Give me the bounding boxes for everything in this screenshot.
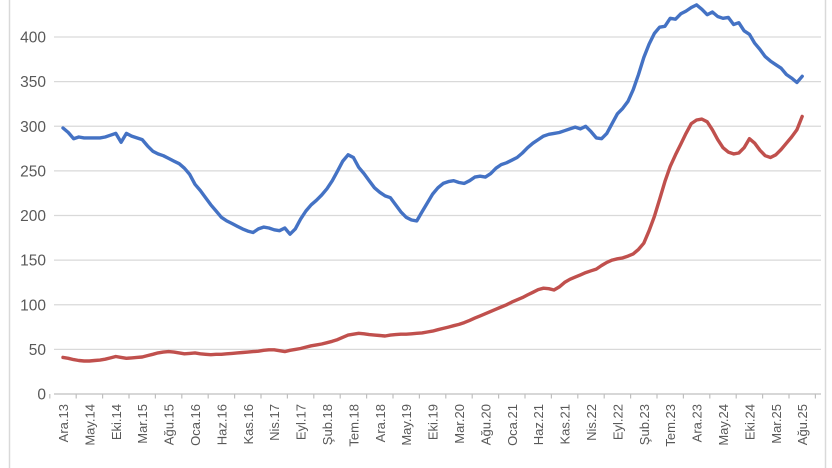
x-tick-label: May.24 <box>716 404 731 446</box>
x-tick-label: Mar.25 <box>769 404 784 444</box>
x-tick-label: Eki.19 <box>426 404 441 440</box>
y-tick-label: 400 <box>20 30 46 47</box>
x-tick-label: Eki.14 <box>109 404 124 440</box>
y-tick-label: 300 <box>20 119 46 136</box>
y-tick-label: 350 <box>20 74 46 91</box>
red-series-line <box>61 114 804 363</box>
x-tick-label: Ağu.20 <box>478 404 493 445</box>
x-tick-label: Kas.21 <box>558 404 573 444</box>
x-tick-label: Eyl.17 <box>294 404 309 440</box>
x-tick-label: Ara.13 <box>56 404 71 442</box>
x-tick-label: Tem.18 <box>346 404 361 447</box>
x-tick-label: Ara.18 <box>373 404 388 442</box>
x-tick-label: Eyl.22 <box>610 404 625 440</box>
x-tick-label: Oca.16 <box>188 404 203 446</box>
x-tick-label: May.14 <box>82 404 97 446</box>
x-tick-label: May.19 <box>399 404 414 446</box>
x-tick-label: Haz.16 <box>214 404 229 445</box>
x-tick-label: Mar.20 <box>452 404 467 444</box>
x-tick-label: Nis.22 <box>584 404 599 441</box>
y-tick-label: 50 <box>29 342 47 359</box>
y-tick-label: 200 <box>20 208 46 225</box>
x-tick-label: Mar.15 <box>135 404 150 444</box>
y-tick-label: 0 <box>37 387 46 404</box>
x-tick-label: Şub.18 <box>320 404 335 445</box>
x-tick-label: Haz.21 <box>531 404 546 445</box>
x-tick-label: Ara.23 <box>690 404 705 442</box>
x-tick-label: Eki.24 <box>742 404 757 440</box>
x-tick-label: Oca.21 <box>505 404 520 446</box>
blue-series-line <box>61 3 804 236</box>
x-tick-label: Kas.16 <box>241 404 256 444</box>
y-tick-label: 250 <box>20 163 46 180</box>
x-tick-label: Tem.23 <box>663 404 678 447</box>
y-tick-label: 150 <box>20 253 46 270</box>
y-tick-label: 100 <box>20 297 46 314</box>
x-tick-label: Ağu.25 <box>795 404 810 445</box>
x-tick-label: Nis.17 <box>267 404 282 441</box>
x-tick-label: Ağu.15 <box>162 404 177 445</box>
x-tick-label: Şub.23 <box>637 404 652 445</box>
